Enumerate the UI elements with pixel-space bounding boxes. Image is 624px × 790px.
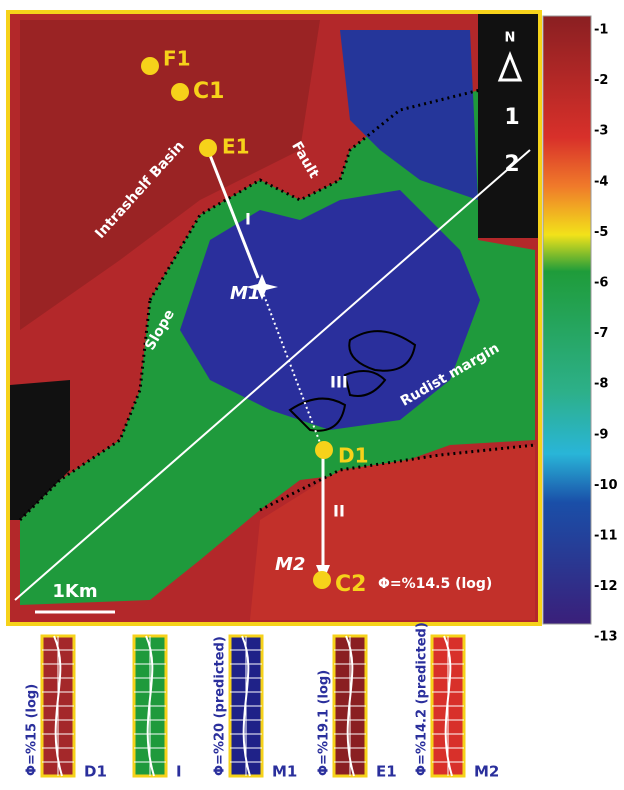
log-panels: Φ=%15 (log) D1 I Φ=%20 (predicted) M1 Φ=%19.1… [25, 622, 500, 780]
log-curve [443, 635, 453, 777]
well-label: E1 [222, 135, 250, 159]
scale-label: -5 [594, 225, 608, 240]
zone-label: 2 [504, 152, 519, 177]
scale-label: -11 [594, 529, 618, 544]
well-label: C2 [335, 572, 366, 597]
log-well: E1 [376, 763, 397, 781]
point-label: M2 [275, 554, 305, 575]
scale-label: -9 [594, 427, 608, 442]
log-porosity: Φ=%15 (log) [25, 684, 40, 776]
scale-label: -13 [594, 630, 618, 645]
scale-label: -7 [594, 326, 608, 341]
scale-bar-label: 1Km [52, 581, 97, 602]
path-label: III [330, 373, 348, 392]
log-porosity: Φ=%20 (predicted) [213, 636, 228, 776]
path-label: II [333, 502, 345, 521]
well-label: D1 [338, 444, 369, 468]
color-scale: -1 -2 -3 -4 -5 -6 -7 -8 -9 -10 -11 -12 -13 [594, 23, 618, 645]
scale-label: -3 [594, 124, 608, 139]
scale-label: -12 [594, 579, 618, 594]
log-well: I [176, 763, 182, 781]
log-well: M2 [474, 763, 499, 781]
well-label: C1 [193, 79, 224, 104]
north-label: N [505, 31, 516, 46]
log-curve [241, 635, 251, 777]
zone-label: 1 [504, 105, 519, 130]
porosity-note: Φ=%14.5 (log) [378, 576, 492, 592]
log-porosity: Φ=%14.2 (predicted) [415, 622, 430, 776]
scale-label: -6 [594, 276, 608, 291]
scale-label: -1 [594, 23, 608, 38]
scale-label: -4 [594, 174, 608, 189]
log-curve [345, 635, 355, 777]
log-well: D1 [84, 763, 107, 781]
well-label: F1 [163, 47, 191, 71]
log-curve [145, 635, 155, 777]
scale-label: -10 [594, 478, 618, 493]
color-bar [542, 15, 592, 625]
scale-label: -8 [594, 377, 608, 392]
map: N 1 2 F1 C1 E1 D1 C2 M1 M2 I II III Intr… [6, 10, 542, 626]
point-label: M1 [230, 283, 260, 304]
log-porosity: Φ=%19.1 (log) [317, 670, 332, 776]
log-curve [53, 635, 63, 777]
path-label: I [245, 210, 251, 229]
scale-label: -2 [594, 73, 608, 88]
log-well: M1 [272, 763, 297, 781]
